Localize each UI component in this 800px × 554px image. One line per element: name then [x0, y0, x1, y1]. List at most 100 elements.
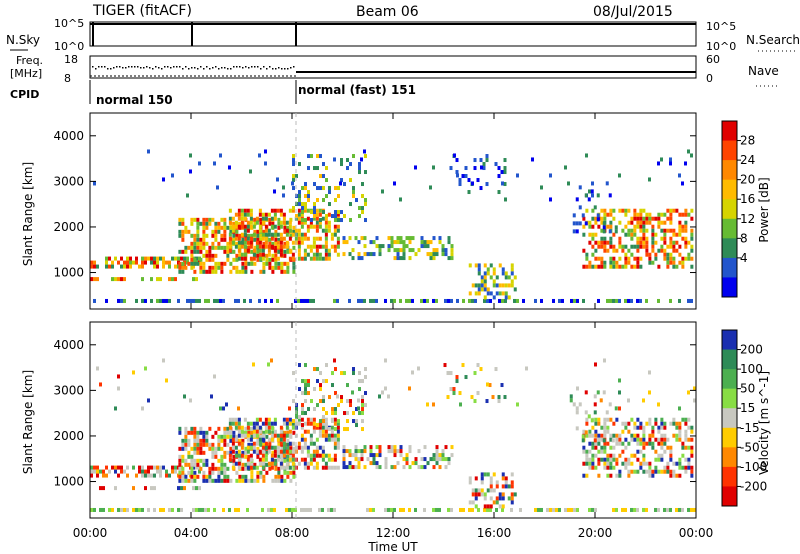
rti-cell [181, 474, 185, 479]
rti-cell [240, 212, 244, 217]
rti-cell [318, 224, 322, 229]
rti-cell [485, 158, 489, 163]
rti-cell [572, 213, 576, 218]
rti-cell [483, 283, 487, 288]
rti-cell [165, 473, 168, 478]
rti-cell [276, 177, 279, 182]
rti-cell [684, 224, 688, 229]
cpid-label: CPID [10, 88, 39, 101]
rti-cell [298, 194, 301, 199]
rti-cell [483, 298, 486, 303]
rti-cell [639, 461, 643, 466]
rti-cell [612, 457, 616, 462]
rti-cell [306, 421, 310, 426]
rti-cell [264, 457, 268, 462]
rti-cell [202, 458, 206, 463]
rti-cell [491, 395, 495, 400]
rti-cell [678, 298, 681, 303]
rti-cell [498, 263, 502, 268]
rti-cell [336, 244, 340, 249]
rti-cell [687, 149, 690, 154]
rti-cell [258, 240, 262, 245]
rti-cell [485, 399, 489, 404]
rti-cell [237, 256, 241, 261]
rti-cell [286, 269, 290, 274]
rti-cell [364, 403, 367, 408]
rti-cell [211, 450, 215, 455]
rti-cell [489, 484, 493, 489]
rti-cell [240, 216, 244, 221]
rti-cell [510, 267, 514, 272]
rti-cell [280, 261, 284, 266]
rti-cell [297, 445, 301, 450]
rti-cell [663, 507, 666, 512]
rti-cell [196, 442, 200, 447]
rti-cell [456, 298, 459, 303]
rti-cell [666, 437, 670, 442]
rti-cell [141, 277, 144, 282]
rti-cell [651, 260, 655, 265]
rti-cell [361, 403, 364, 408]
rti-cell [669, 260, 673, 265]
rti-cell [244, 462, 248, 467]
rti-cell [217, 458, 221, 463]
rti-cell [654, 216, 658, 221]
rti-cell [642, 461, 646, 466]
rti-cell [93, 507, 96, 512]
rti-cell [578, 402, 582, 407]
rti-cell [486, 472, 490, 477]
rti-cell [501, 504, 505, 509]
rti-cell [663, 421, 667, 426]
rti-cell [591, 193, 594, 198]
rti-cell [630, 507, 633, 512]
rti-cell [678, 429, 682, 434]
rti-cell [593, 438, 597, 443]
rti-cell [168, 473, 171, 478]
rti-cell [384, 358, 387, 363]
rti-cell [297, 421, 301, 426]
rti-cell [276, 449, 280, 454]
rti-cell [303, 232, 307, 237]
beam-title: Beam 06 [356, 4, 419, 20]
rti-cell [258, 244, 262, 249]
rti-cell [591, 264, 595, 269]
rti-cell [599, 398, 603, 403]
rti-cell [345, 449, 349, 454]
rti-cell [606, 429, 610, 434]
rti-cell [468, 291, 472, 296]
rti-cell [495, 496, 499, 501]
rti-cell [256, 257, 260, 262]
rti-cell [280, 265, 284, 270]
rti-cell [606, 473, 610, 478]
rti-cell [609, 461, 613, 466]
freq-dot [98, 66, 100, 68]
rti-cell [645, 461, 649, 466]
rti-cell [267, 212, 271, 217]
rti-cell [489, 275, 493, 280]
rti-cell [181, 233, 185, 238]
rti-cell [471, 488, 475, 493]
rti-cell [205, 217, 209, 222]
rti-cell [243, 232, 247, 237]
rti-cell [187, 454, 191, 459]
rti-cell [672, 232, 676, 237]
rti-cell [303, 248, 307, 253]
rti-cell [129, 260, 132, 265]
rti-cell [249, 220, 253, 225]
rti-cell [243, 224, 247, 229]
rti-cell [159, 277, 162, 282]
rti-cell [156, 465, 159, 470]
rti-cell [178, 446, 182, 451]
rti-cell [178, 229, 182, 234]
rti-cell [594, 362, 597, 367]
rti-cell [96, 473, 99, 478]
rti-cell [327, 437, 331, 442]
rti-cell [126, 465, 129, 470]
freq-dot [188, 68, 190, 70]
rti-cell [594, 256, 598, 261]
rti-cell [657, 264, 661, 269]
rti-cell [177, 507, 180, 512]
rti-cell [199, 245, 203, 250]
rti-cell [327, 453, 331, 458]
rti-cell [228, 232, 232, 237]
